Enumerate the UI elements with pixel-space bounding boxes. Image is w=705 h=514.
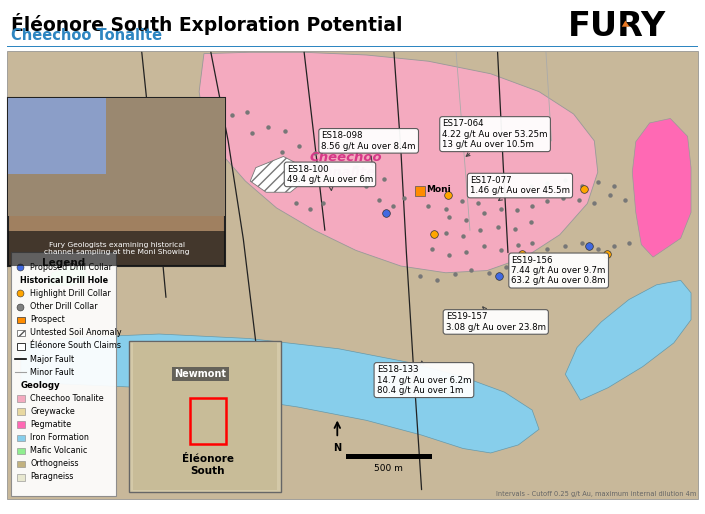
Text: Moni: Moni: [427, 186, 451, 194]
Bar: [133, 343, 277, 490]
Polygon shape: [250, 156, 304, 192]
Bar: [345, 454, 432, 460]
Bar: [8, 231, 226, 266]
Text: Untested Soil Anomaly: Untested Soil Anomaly: [30, 328, 122, 337]
Text: Cheechoo Tonalite: Cheechoo Tonalite: [30, 394, 104, 403]
Text: Legend: Legend: [42, 258, 85, 268]
Bar: [17, 343, 25, 350]
Text: Iron Formation: Iron Formation: [30, 433, 90, 442]
Bar: [17, 317, 25, 323]
Polygon shape: [118, 159, 190, 222]
Text: Cheechoo Tonalite: Cheechoo Tonalite: [11, 28, 161, 43]
Bar: [17, 448, 25, 454]
Bar: [8, 98, 226, 266]
Text: Pegmatite: Pegmatite: [30, 420, 71, 429]
Polygon shape: [21, 334, 539, 453]
Bar: [7, 46, 698, 47]
Polygon shape: [565, 280, 691, 400]
Text: Prospect: Prospect: [30, 315, 65, 324]
Text: Mafic Volcanic: Mafic Volcanic: [30, 446, 87, 455]
Text: Other Drill Collar: Other Drill Collar: [30, 302, 98, 311]
Text: Minor Fault: Minor Fault: [30, 368, 75, 377]
Text: Éléonore South Claims: Éléonore South Claims: [30, 341, 121, 351]
Text: Newmont: Newmont: [175, 369, 226, 379]
Text: Éléonore South Exploration Potential: Éléonore South Exploration Potential: [11, 13, 402, 35]
Bar: [17, 461, 25, 468]
Text: Éléonore
South: Éléonore South: [182, 454, 234, 476]
Text: Major Fault: Major Fault: [30, 355, 75, 363]
Bar: [17, 330, 25, 337]
Polygon shape: [622, 21, 630, 27]
Text: ES17-064
4.22 g/t Au over 53.25m
13 g/t Au over 10.5m: ES17-064 4.22 g/t Au over 53.25m 13 g/t …: [442, 119, 548, 156]
Bar: [8, 98, 106, 174]
Text: Geology: Geology: [20, 381, 60, 390]
Text: Highlight Drill Collar: Highlight Drill Collar: [30, 289, 111, 298]
Text: Intervals - Cutoff 0.25 g/t Au, maximum internal dilution 4m: Intervals - Cutoff 0.25 g/t Au, maximum …: [496, 491, 697, 497]
Text: Proposed Drill Collar: Proposed Drill Collar: [30, 263, 112, 272]
Text: Fury Geologists examining historical
channel sampling at the Moni Showing: Fury Geologists examining historical cha…: [44, 242, 190, 255]
Text: FURY: FURY: [568, 10, 666, 43]
Text: ES18-100
49.4 g/t Au over 6m: ES18-100 49.4 g/t Au over 6m: [287, 164, 373, 191]
Polygon shape: [199, 52, 598, 273]
Polygon shape: [632, 119, 691, 257]
Text: Greywacke: Greywacke: [30, 407, 75, 416]
Bar: [17, 395, 25, 402]
Bar: [7, 51, 698, 499]
Bar: [8, 98, 226, 216]
Bar: [17, 474, 25, 481]
Text: ES19-157
3.08 g/t Au over 23.8m: ES19-157 3.08 g/t Au over 23.8m: [446, 307, 546, 332]
Bar: [11, 252, 116, 496]
Bar: [17, 408, 25, 415]
Text: ES18-098
8.56 g/t Au over 8.4m: ES18-098 8.56 g/t Au over 8.4m: [321, 131, 416, 166]
Bar: [17, 421, 25, 428]
Text: Orthogneiss: Orthogneiss: [30, 460, 79, 468]
Text: Paragneiss: Paragneiss: [30, 472, 74, 482]
Text: N: N: [333, 444, 341, 453]
Bar: [190, 398, 226, 444]
Bar: [129, 341, 281, 492]
Bar: [17, 434, 25, 441]
Text: ES19-156
7.44 g/t Au over 9.7m
63.2 g/t Au over 0.8m: ES19-156 7.44 g/t Au over 9.7m 63.2 g/t …: [511, 255, 606, 285]
Text: ES17-077
1.46 g/t Au over 45.5m: ES17-077 1.46 g/t Au over 45.5m: [470, 176, 570, 200]
Text: Historical Drill Hole: Historical Drill Hole: [20, 276, 109, 285]
Polygon shape: [49, 264, 89, 286]
Text: 500 m: 500 m: [374, 464, 403, 472]
Text: ES18-133
14.7 g/t Au over 6.2m
80.4 g/t Au over 1m: ES18-133 14.7 g/t Au over 6.2m 80.4 g/t …: [376, 361, 471, 395]
Text: Cheechoo
Tonalite: Cheechoo Tonalite: [309, 152, 382, 179]
